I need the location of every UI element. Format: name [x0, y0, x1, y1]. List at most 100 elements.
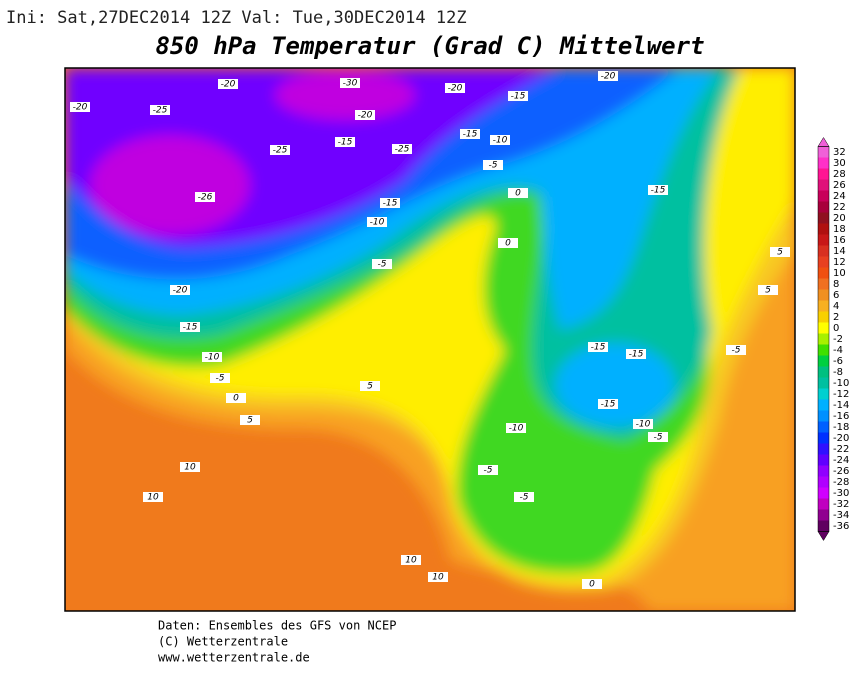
contour-label: -15: [183, 323, 198, 333]
contour-label-bg: [70, 102, 90, 112]
run-info: Ini: Sat,27DEC2014 12Z Val: Tue,30DEC201…: [6, 8, 467, 28]
legend-label: 2: [833, 312, 839, 323]
contour-label: -20: [358, 111, 373, 121]
contour-label: 10: [432, 573, 444, 583]
legend-swatch: [818, 190, 829, 202]
legend-swatch: [818, 355, 829, 367]
contour-label-bg: [392, 144, 412, 154]
contour-label-bg: [218, 79, 238, 89]
legend-swatch: [818, 300, 829, 312]
legend-arrow-bottom: [817, 531, 830, 541]
contour-label: 5: [777, 248, 783, 258]
contour-label: -15: [511, 92, 526, 102]
contour-label-bg: [633, 419, 653, 429]
legend-label: -10: [833, 378, 849, 389]
legend-arrow-top: [817, 137, 830, 147]
legend-swatch: [818, 410, 829, 422]
footer-line: Daten: Ensembles des GFS von NCEP: [158, 619, 396, 633]
contour-label-bg: [360, 381, 380, 391]
legend-swatch: [818, 366, 829, 378]
contour-label-bg: [598, 71, 618, 81]
legend-swatch: [818, 201, 829, 213]
contour-label: -5: [378, 260, 387, 270]
contour-label: -5: [484, 466, 493, 476]
legend-swatch: [818, 223, 829, 235]
map-frame: [64, 67, 796, 612]
contour-label: -20: [601, 72, 616, 82]
contour-label-bg: [508, 188, 528, 198]
contour-label: -15: [338, 138, 353, 148]
contour-label: -20: [448, 84, 463, 94]
contour-label: -30: [343, 79, 358, 89]
contour-label: -20: [221, 80, 236, 90]
contour-label-bg: [626, 349, 646, 359]
contour-label: 0: [505, 239, 511, 249]
contour-label-bg: [490, 135, 510, 145]
legend-swatch: [818, 234, 829, 246]
legend-swatch: [818, 179, 829, 191]
legend-swatch: [818, 487, 829, 499]
contour-label: 0: [515, 189, 521, 199]
legend-label: 12: [833, 257, 846, 268]
contour-label-bg: [226, 393, 246, 403]
contour-label-bg: [180, 322, 200, 332]
legend-label: -36: [833, 521, 849, 532]
contour-label: 5: [367, 382, 373, 392]
contour-label: 5: [247, 416, 253, 426]
contour-label-bg: [445, 83, 465, 93]
contour-label: -5: [732, 346, 741, 356]
legend-label: -14: [833, 400, 849, 411]
legend-swatch: [818, 245, 829, 257]
legend-swatch: [818, 267, 829, 279]
contour-label: -25: [153, 106, 168, 116]
legend-swatch: [818, 289, 829, 301]
legend-label: -28: [833, 477, 849, 488]
contour-label-bg: [143, 492, 163, 502]
contour-label-bg: [648, 432, 668, 442]
legend-swatch: [818, 333, 829, 345]
legend-swatch: [818, 146, 829, 158]
contour-label-bg: [506, 423, 526, 433]
legend-label: -32: [833, 499, 849, 510]
contour-label: -15: [463, 130, 478, 140]
contour-label: 10: [405, 556, 417, 566]
contour-label: 5: [765, 286, 771, 296]
legend-label: -34: [833, 510, 849, 521]
contour-label-bg: [598, 399, 618, 409]
legend-label: -18: [833, 422, 849, 433]
contour-label: -25: [273, 146, 288, 156]
contour-label: -5: [520, 493, 529, 503]
legend-swatch: [818, 476, 829, 488]
contour-label-bg: [180, 462, 200, 472]
contour-label-bg: [483, 160, 503, 170]
contour-label: -10: [636, 420, 651, 430]
contour-label: -15: [629, 350, 644, 360]
legend-swatch: [818, 278, 829, 290]
legend-swatch: [818, 432, 829, 444]
contour-label-bg: [335, 137, 355, 147]
legend-label: 14: [833, 246, 846, 257]
contour-label-bg: [195, 192, 215, 202]
footer-line: (C) Wetterzentrale: [158, 635, 288, 649]
contour-label-bg: [514, 492, 534, 502]
contour-label-bg: [401, 555, 421, 565]
legend-label: 8: [833, 279, 839, 290]
legend-label: 0: [833, 323, 839, 334]
contour-label-bg: [758, 285, 778, 295]
contour-label: -5: [216, 374, 225, 384]
contour-label: -10: [493, 136, 508, 146]
contour-label: -5: [654, 433, 663, 443]
legend-label: -26: [833, 466, 849, 477]
legend-label: -22: [833, 444, 849, 455]
contour-label-bg: [150, 105, 170, 115]
legend-swatch: [818, 388, 829, 400]
contour-label: -25: [395, 145, 410, 155]
legend-swatch: [818, 399, 829, 411]
legend-swatch: [818, 498, 829, 510]
contour-label-bg: [380, 198, 400, 208]
legend-swatch: [818, 377, 829, 389]
contour-label-bg: [170, 285, 190, 295]
contour-label: -15: [591, 343, 606, 353]
contour-label-bg: [240, 415, 260, 425]
